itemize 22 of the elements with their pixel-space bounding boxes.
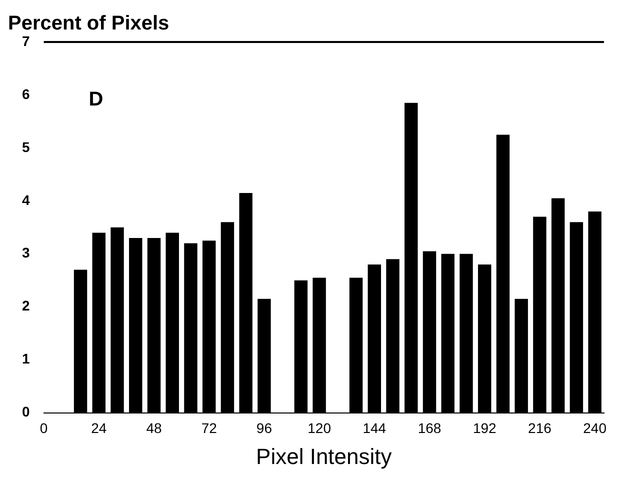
- x-tick-label: 168: [418, 420, 442, 436]
- x-tick-label: 72: [201, 420, 218, 436]
- y-tick-label: 1: [22, 350, 30, 367]
- annotation: D: [88, 88, 104, 111]
- y-tick-label: 7: [22, 32, 30, 49]
- x-tick-label: 24: [91, 420, 107, 436]
- x-tick-label: 192: [472, 420, 497, 436]
- y-tick-label: 5: [22, 138, 30, 155]
- x-tick-label: 48: [146, 420, 162, 436]
- x-axis-title: Pixel Intensity: [256, 444, 392, 469]
- chart-title: Percent of Pixels: [8, 12, 170, 35]
- x-tick-label: 96: [256, 420, 272, 436]
- y-tick-label: 3: [22, 244, 30, 261]
- y-tick-label: 2: [22, 298, 30, 314]
- y-tick-label: 6: [22, 86, 30, 102]
- x-tick-label: 120: [308, 420, 332, 436]
- x-tick-label: 240: [583, 420, 607, 436]
- y-tick-label: 0: [22, 404, 30, 420]
- x-tick-label: 0: [40, 420, 48, 436]
- x-tick-label: 144: [362, 420, 386, 436]
- y-tick-label: 4: [22, 192, 30, 208]
- x-tick-label: 216: [528, 420, 552, 436]
